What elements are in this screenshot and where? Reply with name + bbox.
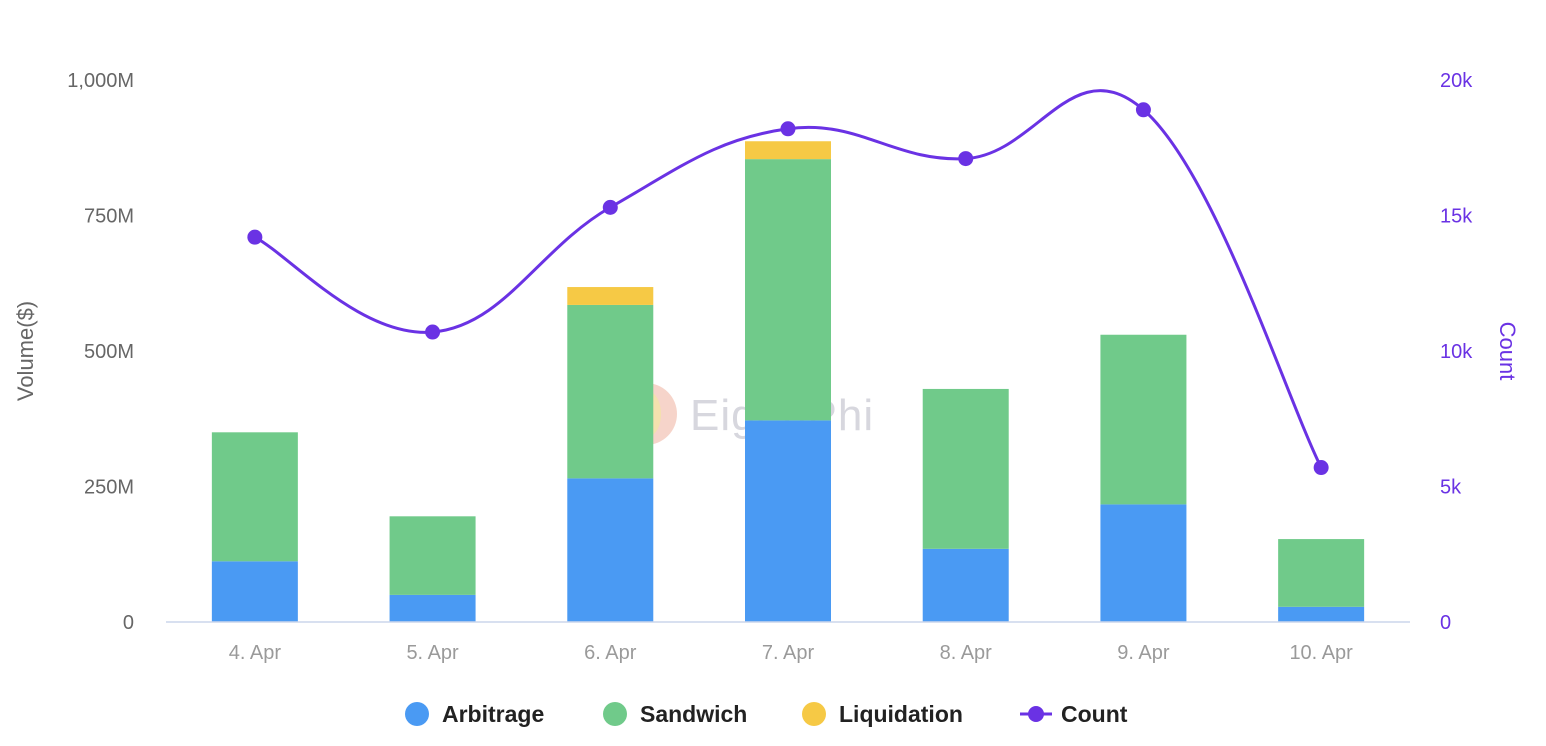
left-tick-label-3: 750M: [84, 206, 134, 228]
legend: Arbitrage Sandwich Liquidation Count: [405, 701, 1128, 727]
bars: [211, 141, 1365, 622]
bar-sandwich-6-apr: [567, 304, 654, 479]
left-axis-title: Volume($): [13, 301, 38, 401]
legend-label-count: Count: [1061, 701, 1128, 727]
legend-item-arbitrage: Arbitrage: [405, 701, 544, 727]
count-point-4-apr: [247, 229, 263, 245]
bar-liquidation-7-apr: [745, 141, 831, 160]
left-tick-label-4: 1,000M: [67, 70, 134, 92]
right-axis-title: Count: [1495, 322, 1520, 381]
legend-label-sandwich: Sandwich: [640, 701, 747, 727]
bar-liquidation-6-apr: [567, 287, 654, 305]
legend-label-arbitrage: Arbitrage: [442, 701, 544, 727]
count-point-6-apr: [602, 199, 618, 215]
legend-marker-sandwich: [603, 702, 627, 726]
x-tick-label-8-apr: 8. Apr: [940, 642, 993, 664]
x-tick-label-6-apr: 6. Apr: [584, 642, 637, 664]
right-tick-label-3: 15k: [1440, 206, 1473, 228]
bar-arbitrage-10-apr: [1278, 606, 1365, 622]
bar-arbitrage-8-apr: [922, 548, 1009, 622]
legend-item-count: Count: [1020, 701, 1128, 727]
count-point-8-apr: [958, 151, 974, 167]
x-tick-label-9-apr: 9. Apr: [1117, 642, 1170, 664]
count-point-5-apr: [425, 324, 441, 340]
bar-sandwich-4-apr: [211, 432, 298, 562]
count-series: [247, 89, 1329, 476]
x-axis: 4. Apr 5. Apr 6. Apr 7. Apr 8. Apr 9. Apr 10. …: [229, 642, 1353, 664]
right-tick-label-0: 0: [1440, 612, 1451, 634]
bar-sandwich-9-apr: [1100, 334, 1187, 505]
x-tick-label-7-apr: 7. Apr: [762, 642, 815, 664]
bar-arbitrage-5-apr: [389, 594, 476, 622]
count-point-9-apr: [1135, 102, 1151, 118]
left-axis: 0 250M 500M 750M 1,000M: [67, 70, 134, 634]
x-tick-label-10-apr: 10. Apr: [1289, 642, 1353, 664]
x-tick-label-4-apr: 4. Apr: [229, 642, 282, 664]
legend-label-liquidation: Liquidation: [839, 701, 963, 727]
right-tick-label-1: 5k: [1440, 477, 1462, 499]
legend-item-liquidation: Liquidation: [802, 701, 963, 727]
right-axis: 0 5k 10k 15k 20k: [1440, 70, 1473, 634]
bar-arbitrage-6-apr: [567, 478, 654, 622]
right-tick-label-4: 20k: [1440, 70, 1473, 92]
legend-marker-arbitrage: [405, 702, 429, 726]
bar-arbitrage-9-apr: [1100, 504, 1187, 622]
left-tick-label-0: 0: [123, 612, 134, 634]
bar-sandwich-8-apr: [922, 388, 1009, 549]
bar-arbitrage-7-apr: [745, 420, 831, 622]
left-tick-label-1: 250M: [84, 477, 134, 499]
right-tick-label-2: 10k: [1440, 341, 1473, 363]
legend-item-sandwich: Sandwich: [603, 701, 747, 727]
bar-sandwich-7-apr: [745, 159, 831, 421]
bar-arbitrage-4-apr: [211, 561, 298, 622]
x-tick-label-5-apr: 5. Apr: [406, 642, 459, 664]
left-tick-label-2: 500M: [84, 341, 134, 363]
count-point-7-apr: [780, 121, 796, 137]
count-point-10-apr: [1313, 460, 1329, 476]
bar-sandwich-5-apr: [389, 516, 476, 595]
watermark: EigenPhi: [615, 383, 873, 445]
legend-marker-liquidation: [802, 702, 826, 726]
legend-marker-dot-count: [1028, 706, 1044, 722]
bar-sandwich-10-apr: [1278, 539, 1365, 607]
